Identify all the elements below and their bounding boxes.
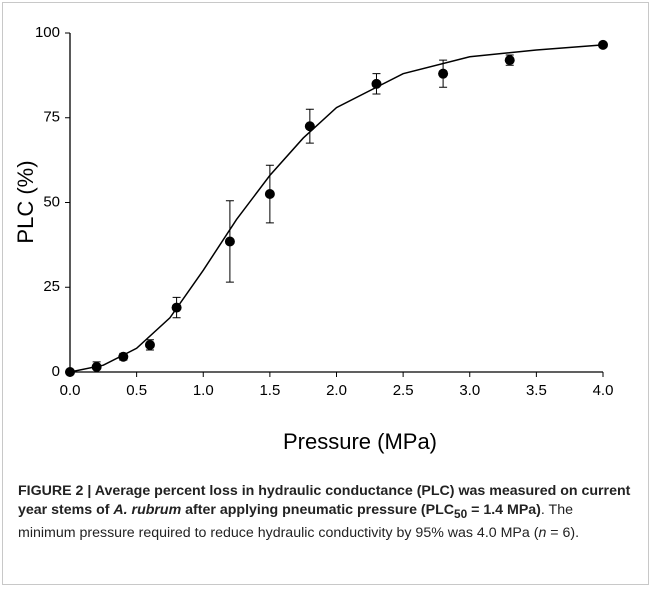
- x-tick-label: 4.0: [593, 382, 614, 399]
- chart: Pressure (MPa) PLC (%) 0 25 50 75 100 0.0 0.5 1…: [13, 24, 614, 454]
- data-point: [264, 189, 275, 200]
- caption-text: 50: [454, 506, 468, 521]
- x-tick-label: 1.5: [259, 382, 280, 399]
- caption-text: = 6).: [546, 524, 580, 541]
- caption-text: FIGURE 2 | Average percent loss in hydra…: [18, 483, 631, 518]
- caption-text: A. rubrum: [113, 502, 182, 518]
- x-tick-label: 3.0: [459, 382, 480, 399]
- y-axis-label: PLC (%): [13, 160, 38, 243]
- figure-frame: [2, 2, 649, 585]
- x-tick-label: 2.5: [393, 382, 414, 399]
- y-tick-label: 75: [43, 109, 60, 126]
- y-tick-label: 50: [43, 193, 60, 210]
- y-tick-label: 0: [52, 363, 60, 380]
- x-tick-label: 3.5: [526, 382, 547, 399]
- x-tick-label: 0.5: [126, 382, 147, 399]
- caption: FIGURE 2 | Average percent loss in hydra…: [18, 482, 633, 543]
- x-tick-label: 2.0: [326, 382, 347, 399]
- x-tick-label: 0.0: [60, 382, 81, 399]
- x-tick-label: 1.0: [193, 382, 214, 399]
- caption-text: n: [538, 524, 547, 541]
- fit-curve: [69, 44, 604, 373]
- data-point: [504, 55, 515, 66]
- y-tick-label: 25: [43, 278, 60, 295]
- data-point: [438, 68, 449, 79]
- data-point: [144, 339, 155, 350]
- y-tick-label: 100: [35, 24, 60, 41]
- caption-text: after applying pneumatic pressure (PLC: [181, 502, 454, 518]
- caption-text: = 1.4 MPa): [467, 502, 541, 518]
- data-point: [224, 236, 235, 247]
- x-axis-label: Pressure (MPa): [283, 429, 437, 454]
- caption-text: . The minimum pressure required to reduc…: [18, 502, 573, 541]
